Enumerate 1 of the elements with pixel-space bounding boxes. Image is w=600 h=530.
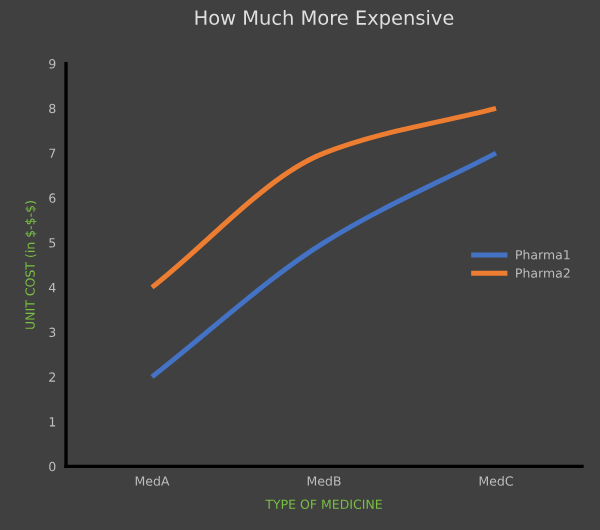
- chart-title: How Much More Expensive: [195, 9, 454, 29]
